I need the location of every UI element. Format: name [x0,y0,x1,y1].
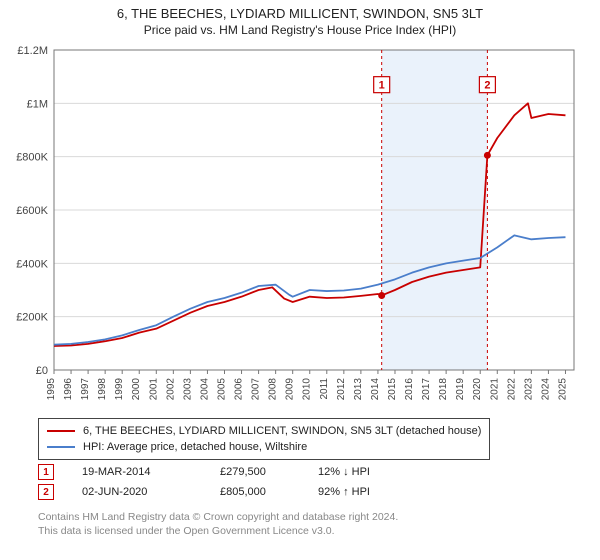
transaction-date: 19-MAR-2014 [82,466,192,478]
svg-text:2001: 2001 [148,378,159,401]
chart-subtitle: Price paid vs. HM Land Registry's House … [0,23,600,37]
chart-svg: £0 £200K £400K £600K £800K £1M £1.2M 1995 1996 19… [0,42,600,410]
svg-text:2018: 2018 [438,378,449,401]
legend-label: 6, THE BEECHES, LYDIARD MILLICENT, SWIND… [83,425,481,437]
svg-text:2014: 2014 [370,378,381,401]
svg-text:2019: 2019 [455,378,466,401]
svg-text:£800K: £800K [16,152,48,164]
svg-text:1995: 1995 [46,378,57,401]
legend-swatch [47,446,75,448]
transaction-delta: 92% ↑ HPI [318,486,408,498]
table-row: 2 02-JUN-2020 £805,000 92% ↑ HPI [38,482,408,502]
legend-row: 6, THE BEECHES, LYDIARD MILLICENT, SWIND… [47,423,481,439]
svg-text:£1M: £1M [27,98,48,110]
transaction-price: £279,500 [220,466,290,478]
svg-text:£400K: £400K [16,258,48,270]
legend: 6, THE BEECHES, LYDIARD MILLICENT, SWIND… [38,418,490,460]
svg-text:£600K: £600K [16,205,48,217]
chart-title: 6, THE BEECHES, LYDIARD MILLICENT, SWIND… [0,6,600,21]
svg-text:2007: 2007 [251,378,262,401]
transaction-marker: 1 [38,464,54,480]
svg-text:2025: 2025 [557,378,568,401]
svg-text:2006: 2006 [234,378,245,401]
svg-text:2012: 2012 [336,378,347,401]
transaction-date: 02-JUN-2020 [82,486,192,498]
transaction-marker: 2 [38,484,54,500]
legend-label: HPI: Average price, detached house, Wilt… [83,441,307,453]
svg-text:1999: 1999 [114,378,125,401]
chart-title-block: 6, THE BEECHES, LYDIARD MILLICENT, SWIND… [0,0,600,37]
footnote-line: This data is licensed under the Open Gov… [38,524,398,538]
svg-text:2023: 2023 [523,378,534,401]
svg-text:2013: 2013 [353,378,364,401]
svg-text:2000: 2000 [131,378,142,401]
transaction-delta: 12% ↓ HPI [318,466,408,478]
svg-text:1997: 1997 [80,378,91,401]
svg-text:£200K: £200K [16,312,48,324]
svg-text:2016: 2016 [404,378,415,401]
chart-area: £0 £200K £400K £600K £800K £1M £1.2M 1995 1996 19… [0,42,600,410]
svg-text:2002: 2002 [165,378,176,401]
svg-text:2024: 2024 [540,378,551,401]
svg-text:£1.2M: £1.2M [17,45,48,57]
svg-text:£0: £0 [36,365,48,377]
svg-text:2010: 2010 [302,378,313,401]
svg-text:1996: 1996 [63,378,74,401]
svg-text:2015: 2015 [387,378,398,401]
table-row: 1 19-MAR-2014 £279,500 12% ↓ HPI [38,462,408,482]
footnote-line: Contains HM Land Registry data © Crown c… [38,510,398,524]
svg-text:2020: 2020 [472,378,483,401]
svg-text:2021: 2021 [489,378,500,401]
transactions-table: 1 19-MAR-2014 £279,500 12% ↓ HPI 2 02-JU… [38,462,408,502]
svg-text:2008: 2008 [268,378,279,401]
svg-text:2022: 2022 [506,378,517,401]
svg-text:2011: 2011 [319,378,330,400]
svg-text:2004: 2004 [199,378,210,401]
svg-text:2009: 2009 [285,378,296,401]
footnote: Contains HM Land Registry data © Crown c… [38,510,398,538]
legend-swatch [47,430,75,432]
svg-text:2: 2 [484,80,490,92]
svg-text:2017: 2017 [421,378,432,401]
legend-row: HPI: Average price, detached house, Wilt… [47,439,481,455]
svg-text:2003: 2003 [182,378,193,401]
svg-text:1: 1 [379,80,385,92]
transaction-price: £805,000 [220,486,290,498]
svg-text:2005: 2005 [216,378,227,401]
svg-text:1998: 1998 [97,378,108,401]
